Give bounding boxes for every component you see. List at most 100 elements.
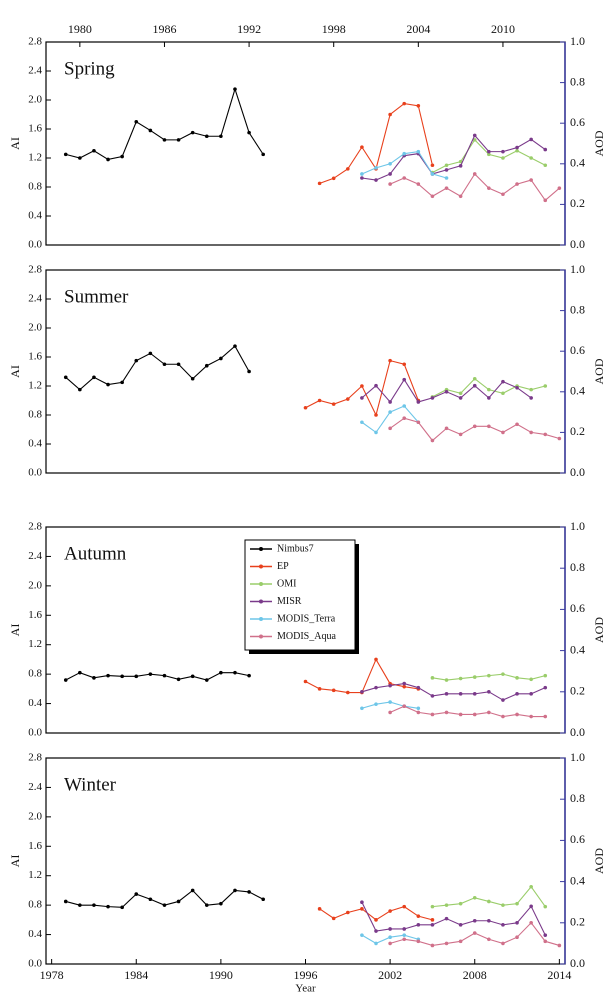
data-point xyxy=(388,710,392,715)
data-point xyxy=(402,904,407,909)
data-point xyxy=(303,405,308,410)
data-point xyxy=(444,678,449,682)
data-point xyxy=(190,376,195,381)
data-point xyxy=(416,685,421,690)
y-tick-label: 2.0 xyxy=(28,579,42,591)
data-point xyxy=(472,383,477,388)
y-axis-label: AI xyxy=(8,137,22,150)
data-point xyxy=(374,166,378,170)
data-point xyxy=(487,690,491,694)
data-point xyxy=(515,901,519,906)
data-point xyxy=(204,903,209,907)
data-point xyxy=(472,424,477,429)
data-point xyxy=(374,430,378,435)
data-point xyxy=(472,133,477,138)
data-point xyxy=(501,941,505,946)
legend-box xyxy=(244,539,356,651)
y2-tick-label: 1.0 xyxy=(570,34,585,48)
y-tick-label: 1.2 xyxy=(28,380,42,392)
data-point xyxy=(472,138,477,142)
data-point xyxy=(360,172,364,176)
data-point xyxy=(148,128,153,133)
y-tick-label: 2.8 xyxy=(28,36,42,48)
data-point xyxy=(106,382,110,387)
y-tick-label: 0.8 xyxy=(28,181,42,193)
data-point xyxy=(458,396,463,400)
x-tick-label: 1998 xyxy=(322,22,346,36)
y2-tick-label: 0.6 xyxy=(570,832,585,846)
data-point xyxy=(416,400,421,404)
data-point xyxy=(134,674,139,679)
title: Winter xyxy=(64,774,117,795)
data-point xyxy=(247,369,251,374)
data-point xyxy=(346,167,350,171)
data-point xyxy=(360,396,364,400)
data-point xyxy=(501,192,505,197)
data-point xyxy=(529,714,533,719)
series-line xyxy=(389,417,560,442)
data-point xyxy=(374,383,378,388)
data-point xyxy=(388,927,392,931)
data-point xyxy=(444,163,449,168)
y2-tick-label: 0.6 xyxy=(570,343,585,357)
data-point xyxy=(233,87,237,91)
y-tick-label: 1.2 xyxy=(28,638,42,650)
data-point xyxy=(374,178,378,182)
data-point xyxy=(430,172,435,176)
data-point xyxy=(444,903,449,907)
data-point xyxy=(543,198,548,203)
y2-tick-label: 0.0 xyxy=(570,237,585,251)
data-point xyxy=(219,134,223,139)
data-point xyxy=(134,119,139,124)
data-point xyxy=(458,676,463,681)
x-tick-label: 1980 xyxy=(68,22,92,36)
data-point xyxy=(444,176,449,180)
data-point xyxy=(120,154,124,159)
data-point xyxy=(458,432,463,437)
y-tick-label: 1.6 xyxy=(28,123,42,135)
data-point xyxy=(360,384,364,388)
x-tick-label: 2002 xyxy=(378,968,402,982)
x-tick-label: 2010 xyxy=(491,22,515,36)
data-point xyxy=(176,677,181,682)
data-point xyxy=(430,396,435,400)
data-point xyxy=(176,138,181,142)
data-point xyxy=(360,900,364,904)
data-point xyxy=(219,901,223,906)
y-axis-label: AI xyxy=(8,624,22,637)
data-point xyxy=(402,684,407,689)
data-point xyxy=(388,400,392,404)
data-point xyxy=(374,941,378,946)
data-point xyxy=(515,145,519,150)
data-point xyxy=(360,420,364,425)
data-point xyxy=(487,710,491,715)
title: Summer xyxy=(64,286,129,307)
data-point xyxy=(515,921,519,925)
data-point xyxy=(444,710,449,715)
y-tick-label: 0.8 xyxy=(28,409,42,421)
data-point xyxy=(402,933,407,937)
data-point xyxy=(543,384,548,388)
data-point xyxy=(148,351,153,356)
data-point xyxy=(430,438,435,443)
y-tick-label: 2.0 xyxy=(28,322,42,334)
data-point xyxy=(501,903,505,907)
data-point xyxy=(444,186,449,190)
x-tick-label: 1984 xyxy=(124,968,148,982)
data-point xyxy=(331,916,336,921)
data-point xyxy=(219,670,223,675)
y2-tick-label: 0.2 xyxy=(570,684,585,698)
data-point xyxy=(487,186,491,190)
data-point xyxy=(219,356,223,361)
data-point xyxy=(374,702,378,706)
data-point xyxy=(515,182,519,186)
legend-label: MODIS_Aqua xyxy=(277,631,336,642)
y-tick-label: 2.4 xyxy=(28,781,42,793)
x-tick-label: 1986 xyxy=(152,22,176,36)
data-point xyxy=(261,152,265,157)
y2-tick-label: 1.0 xyxy=(570,519,585,533)
data-point xyxy=(134,358,139,363)
y-tick-label: 0.0 xyxy=(28,467,42,479)
y2-tick-label: 0.8 xyxy=(570,791,585,805)
